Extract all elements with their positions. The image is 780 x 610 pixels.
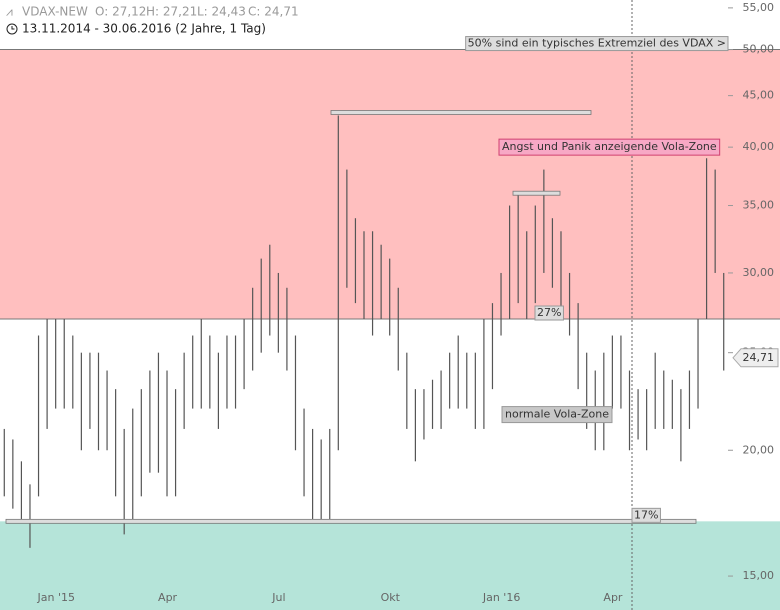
x-tick-label: Apr <box>158 591 178 604</box>
x-tick-label: Okt <box>381 591 401 604</box>
zone-label-box <box>501 406 613 424</box>
level-bar <box>330 110 592 115</box>
x-tick-label: Jan '16 <box>482 591 520 604</box>
x-tick-label: Apr <box>603 591 623 604</box>
zone-label: Angst und Panik anzeigende Vola-Zone <box>502 140 717 153</box>
level-label: 27% <box>537 306 561 319</box>
x-tick-label: Jul <box>271 591 285 604</box>
chart-title: 13.11.2014 - 30.06.2016 (2 Jahre, 1 Tag) <box>22 22 266 36</box>
y-tick-label: 50,00 <box>743 43 775 56</box>
x-tick-label: Jan '15 <box>36 591 74 604</box>
y-tick-label: 30,00 <box>743 266 775 279</box>
price-tag <box>732 348 779 368</box>
zone-label-box <box>498 138 721 156</box>
clock-icon <box>6 23 18 35</box>
zone <box>0 319 780 522</box>
level-label-box <box>465 36 729 52</box>
y-tick-label: 15,00 <box>743 569 775 582</box>
zone-label: normale Vola-Zone <box>505 408 609 421</box>
y-tick-label: 40,00 <box>743 140 775 153</box>
symbol: VDAX-NEW <box>22 5 88 19</box>
quote-low: L: 24,43 <box>197 5 246 19</box>
y-tick-label: 45,00 <box>743 89 775 102</box>
level-label: 50% sind ein typisches Extremziel des VD… <box>468 37 726 50</box>
header: ⩘ VDAX-NEW O: 27,12 H: 27,21 L: 24,43 C:… <box>6 5 299 36</box>
quote-close: C: 24,71 <box>248 5 299 19</box>
y-tick-label: 20,00 <box>743 443 775 456</box>
chart-icon: ⩘ <box>6 5 13 19</box>
clock-hand <box>11 26 15 30</box>
zone <box>0 521 780 610</box>
price-tag-label: 24,71 <box>743 351 775 364</box>
level-label-box <box>631 507 661 523</box>
level-bar <box>512 190 561 196</box>
y-tick-label: 35,00 <box>743 199 775 212</box>
level-label: 17% <box>634 508 658 521</box>
quote-high: H: 27,21 <box>146 5 197 19</box>
y-tick-label: 55,00 <box>743 1 775 14</box>
level-label-box <box>534 305 564 321</box>
level-bar <box>5 518 697 524</box>
quote-open: O: 27,12 <box>95 5 146 19</box>
